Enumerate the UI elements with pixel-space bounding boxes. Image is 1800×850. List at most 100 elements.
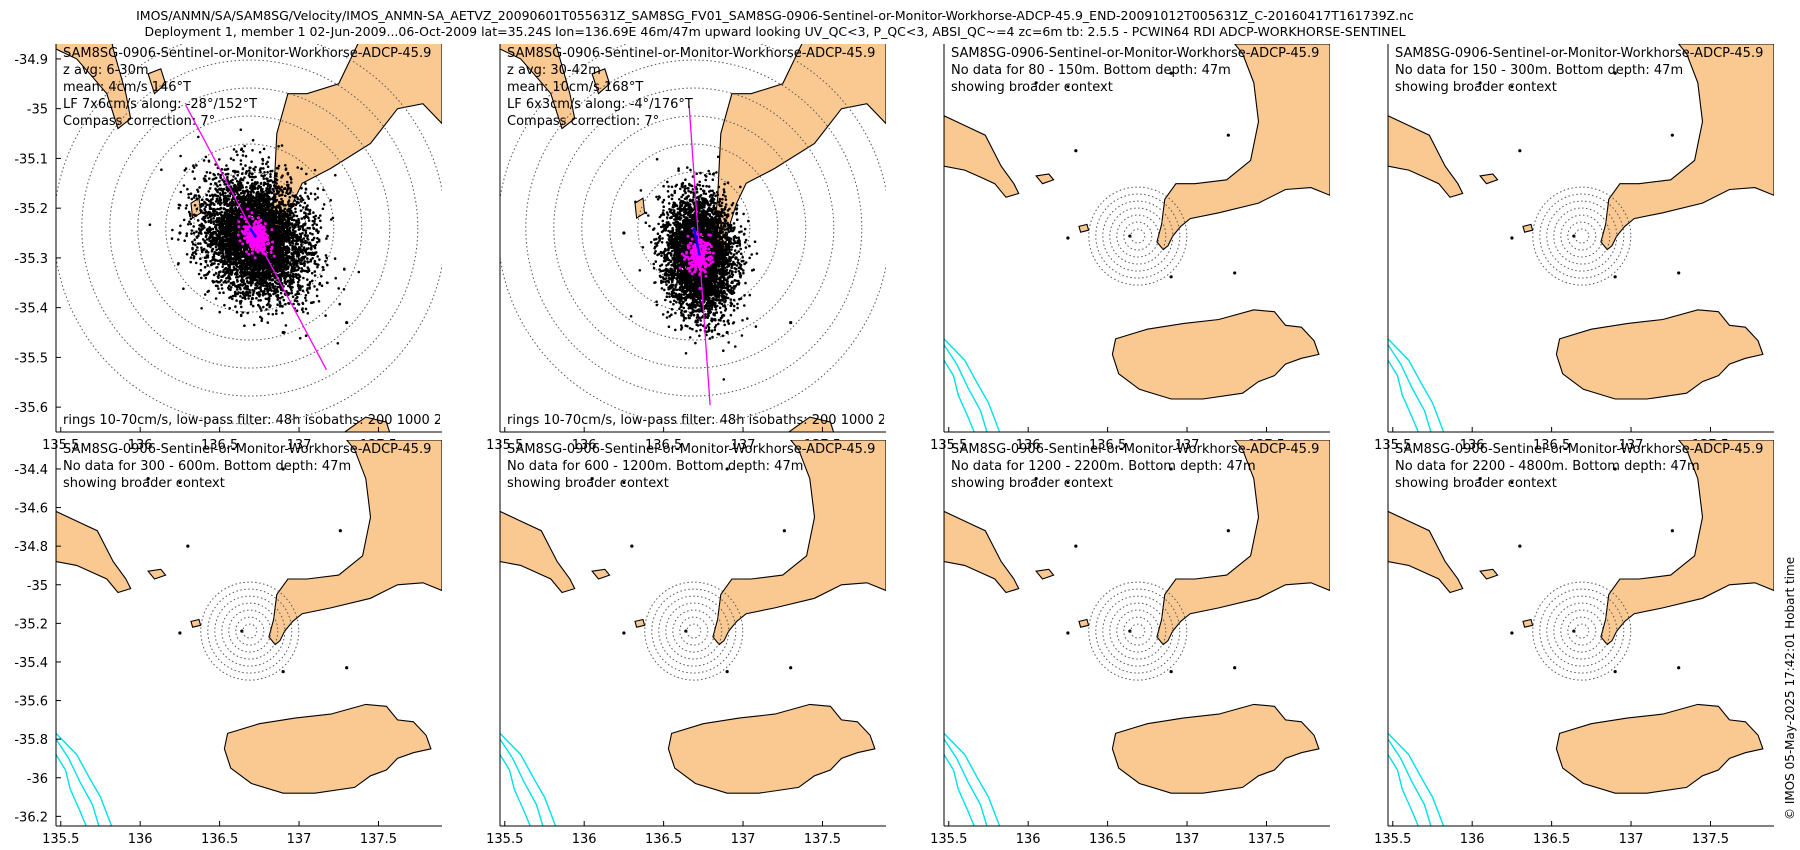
mean-vector bbox=[692, 227, 701, 256]
land-islandA bbox=[1479, 568, 1499, 580]
speed-ring bbox=[165, 143, 335, 313]
y-tick-label: -35.5 bbox=[14, 351, 48, 366]
land-islandA bbox=[1035, 568, 1055, 580]
land-islandA bbox=[1479, 173, 1499, 185]
x-tick-label: 136.5 bbox=[1089, 832, 1126, 847]
land-kangaroo bbox=[1555, 309, 1764, 400]
isobath-line bbox=[944, 732, 1001, 826]
speed-ring bbox=[672, 609, 716, 653]
land-peninsula bbox=[268, 440, 442, 646]
x-tick-label: 136 bbox=[572, 832, 597, 847]
y-tick-label: -35.4 bbox=[14, 656, 48, 671]
figure-title-file: IMOS/ANMN/SA/SAM8SG/Velocity/IMOS_ANMN-S… bbox=[136, 8, 1414, 23]
speed-ring bbox=[651, 588, 737, 674]
panel-footer: rings 10-70cm/s, low-pass filter: 48h is… bbox=[63, 413, 440, 428]
x-tick-label: 135.5 bbox=[42, 438, 79, 453]
x-tick-label: 135.5 bbox=[1374, 832, 1411, 847]
panel-1: 135.5136136.5137137.5-34.9-35-35.1-35.2-… bbox=[14, 44, 442, 730]
x-tick-label: 135.5 bbox=[930, 438, 967, 453]
isobath-line bbox=[944, 344, 988, 432]
y-tick-label: -35.4 bbox=[14, 302, 48, 317]
islet bbox=[178, 480, 182, 485]
land-westland bbox=[500, 510, 576, 594]
land-islandA bbox=[147, 568, 167, 580]
speed-ring bbox=[81, 59, 419, 397]
panel-annotation: SAM8SG-0906-Sentinel-or-Monitor-Workhors… bbox=[63, 441, 440, 492]
panel-6: 135.5 136 136.5 137 137.5 bbox=[486, 440, 886, 847]
land-westland bbox=[944, 115, 1020, 198]
annotation-line: SAM8SG-0906-Sentinel-or-Monitor-Workhors… bbox=[951, 442, 1320, 457]
land-westland bbox=[56, 510, 132, 594]
land-islandB bbox=[634, 197, 646, 220]
panel-annotation: SAM8SG-0906-Sentinel-or-Monitor-Workhors… bbox=[63, 45, 440, 130]
speed-ring bbox=[109, 87, 391, 369]
islet bbox=[725, 670, 729, 674]
speed-ring bbox=[193, 171, 307, 285]
x-tick-label: 137 bbox=[287, 832, 312, 847]
x-tick-label: 136.5 bbox=[201, 438, 238, 453]
x-tick-label: 136 bbox=[572, 438, 597, 453]
islet bbox=[1169, 467, 1173, 471]
panel-annotation: SAM8SG-0906-Sentinel-or-Monitor-Workhors… bbox=[1395, 441, 1772, 492]
x-tick-label: 135.5 bbox=[930, 832, 967, 847]
x-tick-label: 136.5 bbox=[645, 438, 682, 453]
x-tick-label: 137 bbox=[1619, 438, 1644, 453]
annotation-line: showing broader context bbox=[507, 476, 669, 491]
land-westland bbox=[1388, 510, 1464, 594]
islet bbox=[590, 477, 594, 481]
annotation-line: No data for 80 - 150m. Bottom depth: 47m bbox=[951, 63, 1231, 78]
speed-ring bbox=[1109, 207, 1167, 265]
isobath-line bbox=[56, 732, 113, 826]
land-islandB bbox=[1522, 223, 1534, 233]
islet bbox=[1613, 467, 1617, 471]
annotation-line: Compass correction: 7° bbox=[63, 114, 216, 129]
land-peninsula bbox=[712, 44, 886, 265]
panel-footer: rings 10-70cm/s, low-pass filter: 48h is… bbox=[507, 413, 884, 428]
islet bbox=[1066, 480, 1070, 485]
annotation-line: showing broader context bbox=[951, 80, 1113, 95]
land-westland bbox=[500, 44, 576, 130]
annotation-line: SAM8SG-0906-Sentinel-or-Monitor-Workhors… bbox=[1395, 442, 1764, 457]
land-islandA bbox=[147, 68, 167, 95]
islet bbox=[1510, 85, 1514, 89]
panel-7: 135.5 136 136.5 137 137.5 bbox=[930, 440, 1330, 847]
annotation-line: LF 6x3cm/s along: -4°/176°T bbox=[507, 97, 693, 112]
speed-ring bbox=[1109, 602, 1167, 660]
speed-ring bbox=[228, 609, 272, 653]
islet bbox=[725, 330, 729, 335]
speed-ring bbox=[137, 115, 363, 341]
y-tick-label: -34.9 bbox=[14, 53, 48, 68]
islet bbox=[622, 231, 626, 235]
x-tick-label: 137.5 bbox=[360, 832, 397, 847]
x-tick-label: 136 bbox=[1016, 832, 1041, 847]
x-tick-label: 137 bbox=[731, 438, 756, 453]
islet bbox=[622, 631, 626, 635]
y-tick-label: -35 bbox=[27, 579, 48, 594]
isobath-line bbox=[56, 546, 86, 730]
annotation-line: showing broader context bbox=[63, 476, 225, 491]
land-peninsula bbox=[1600, 44, 1774, 251]
land-peninsula bbox=[1156, 44, 1330, 251]
x-tick-label: 137.5 bbox=[1692, 832, 1729, 847]
isobath-line bbox=[500, 732, 557, 826]
speed-ring bbox=[658, 595, 730, 667]
islet bbox=[782, 529, 786, 533]
islet bbox=[1670, 133, 1674, 137]
y-tick-label: -35.6 bbox=[14, 695, 48, 710]
islet bbox=[630, 544, 634, 548]
annotation-line: SAM8SG-0906-Sentinel-or-Monitor-Workhors… bbox=[507, 46, 876, 61]
islet bbox=[1169, 275, 1173, 279]
annotation-line: mean: 10cm/s 168°T bbox=[507, 80, 644, 95]
mean-vector bbox=[248, 227, 258, 239]
islet bbox=[630, 8, 633, 11]
islet bbox=[1233, 666, 1237, 670]
speed-ring bbox=[665, 602, 723, 660]
annotation-line: SAM8SG-0906-Sentinel-or-Monitor-Workhors… bbox=[63, 442, 432, 457]
annotation-line: z avg: 6-30m bbox=[63, 63, 149, 78]
isobath-line bbox=[500, 754, 531, 826]
y-tick-label: -35.2 bbox=[14, 617, 48, 632]
land-westland bbox=[56, 44, 132, 130]
annotation-line: No data for 600 - 1200m. Bottom depth: 4… bbox=[507, 459, 804, 474]
islet bbox=[281, 670, 285, 674]
islet bbox=[1066, 236, 1070, 240]
